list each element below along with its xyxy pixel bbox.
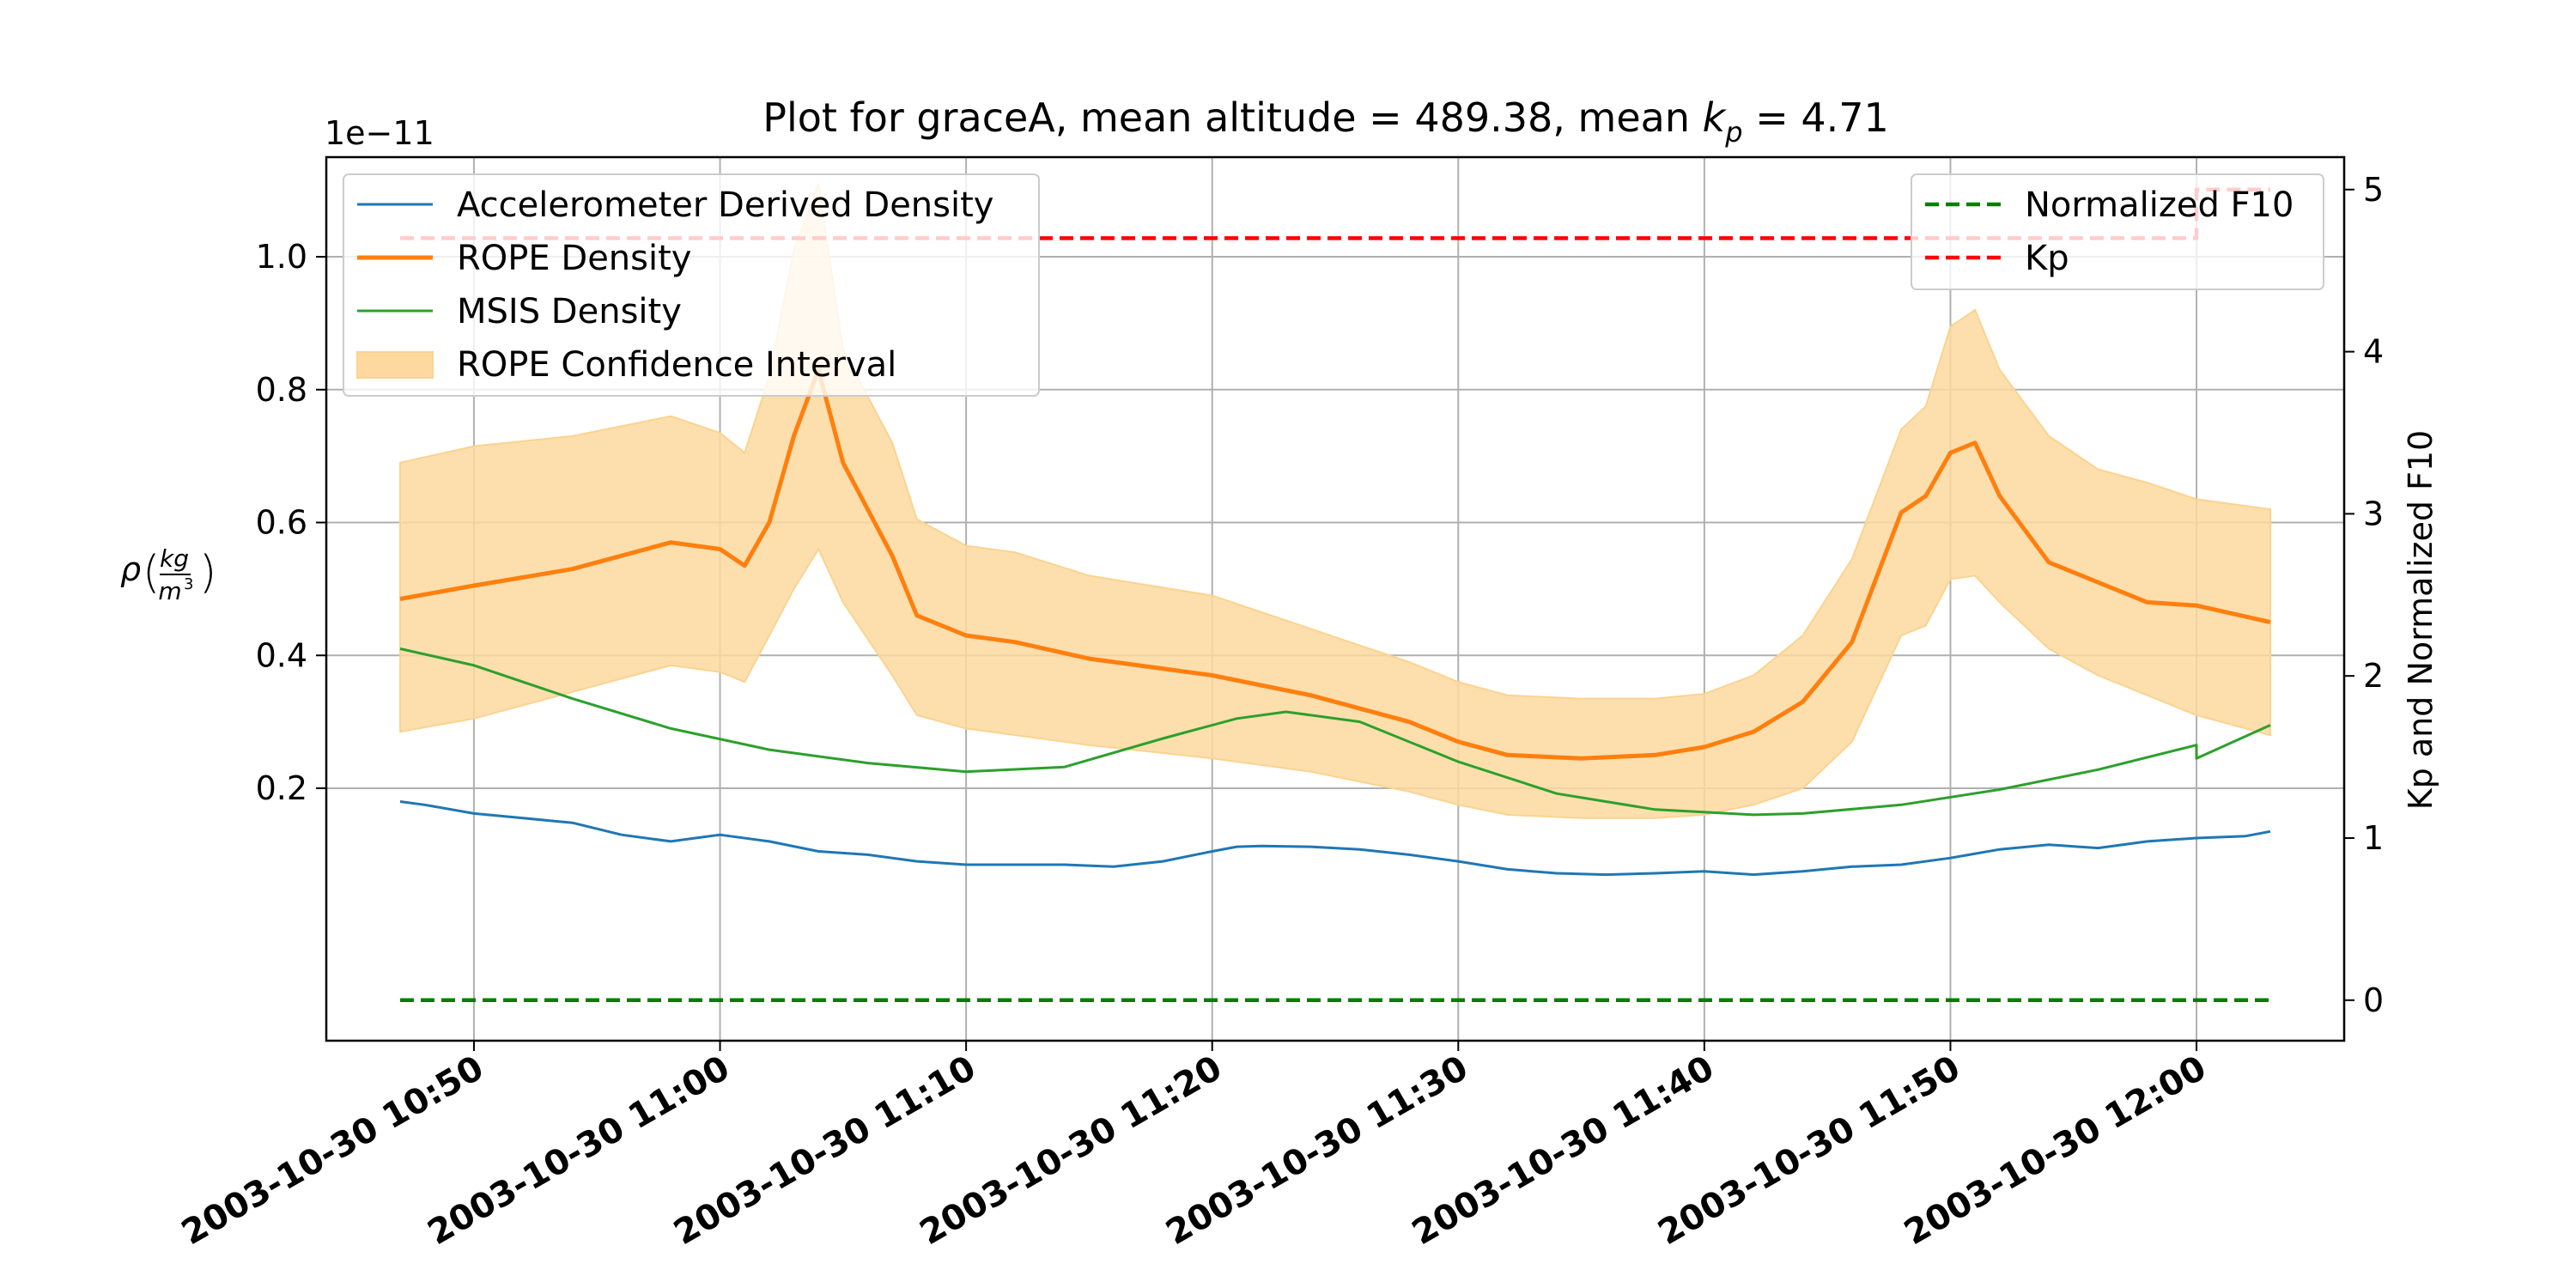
legend-label: Accelerometer Derived Density bbox=[457, 185, 993, 225]
y-right-tick-label: 1 bbox=[2363, 819, 2384, 857]
series-line-msis-density bbox=[399, 647, 2271, 817]
y-right-tick-label: 4 bbox=[2363, 333, 2384, 371]
legend-swatch bbox=[356, 351, 434, 379]
y-right-tick-label: 5 bbox=[2363, 171, 2384, 209]
series-line-accelerometer-density bbox=[399, 800, 2271, 877]
chart-title: Plot for graceA, mean altitude = 489.38,… bbox=[762, 94, 1889, 149]
y-right-tick-label: 2 bbox=[2363, 657, 2384, 695]
legend-label: ROPE Density bbox=[457, 239, 691, 278]
y-left-tick-label: 0.6 bbox=[256, 504, 307, 542]
y-right-tick-label: 3 bbox=[2363, 495, 2384, 532]
rope-confidence-band bbox=[399, 183, 2271, 819]
y-left-tick-label: 0.2 bbox=[256, 769, 307, 807]
svg-text:3: 3 bbox=[184, 575, 193, 593]
svg-text:(: ( bbox=[143, 547, 160, 598]
legend-label: ROPE Confidence Interval bbox=[457, 345, 896, 385]
legend-left: Accelerometer Derived Density ROPE Densit… bbox=[343, 173, 1040, 397]
svg-text:): ) bbox=[199, 547, 216, 598]
svg-text:ρ: ρ bbox=[120, 550, 141, 588]
legend-label: Normalized F10 bbox=[2025, 185, 2293, 225]
y-left-offset-text: 1e−11 bbox=[325, 114, 434, 152]
legend-label: MSIS Density bbox=[457, 292, 682, 331]
y-left-tick-label: 0.8 bbox=[256, 371, 307, 409]
series-line-rope-density bbox=[399, 368, 2271, 761]
svg-text:m: m bbox=[158, 577, 181, 605]
legend-right: Normalized F10 Kp bbox=[1911, 173, 2324, 290]
y-right-tick-label: 0 bbox=[2363, 981, 2384, 1019]
svg-text:kg: kg bbox=[160, 544, 189, 573]
legend-label: Kp bbox=[2025, 239, 2069, 278]
y-right-axis-label: Kp and Normalized F10 bbox=[2402, 430, 2439, 810]
plot-area-frame bbox=[325, 155, 2346, 1042]
y-left-tick-label: 0.4 bbox=[256, 636, 307, 674]
y-left-tick-label: 1.0 bbox=[256, 238, 307, 276]
y-left-axis-label: ρ ( kg m 3 ) bbox=[120, 544, 216, 605]
